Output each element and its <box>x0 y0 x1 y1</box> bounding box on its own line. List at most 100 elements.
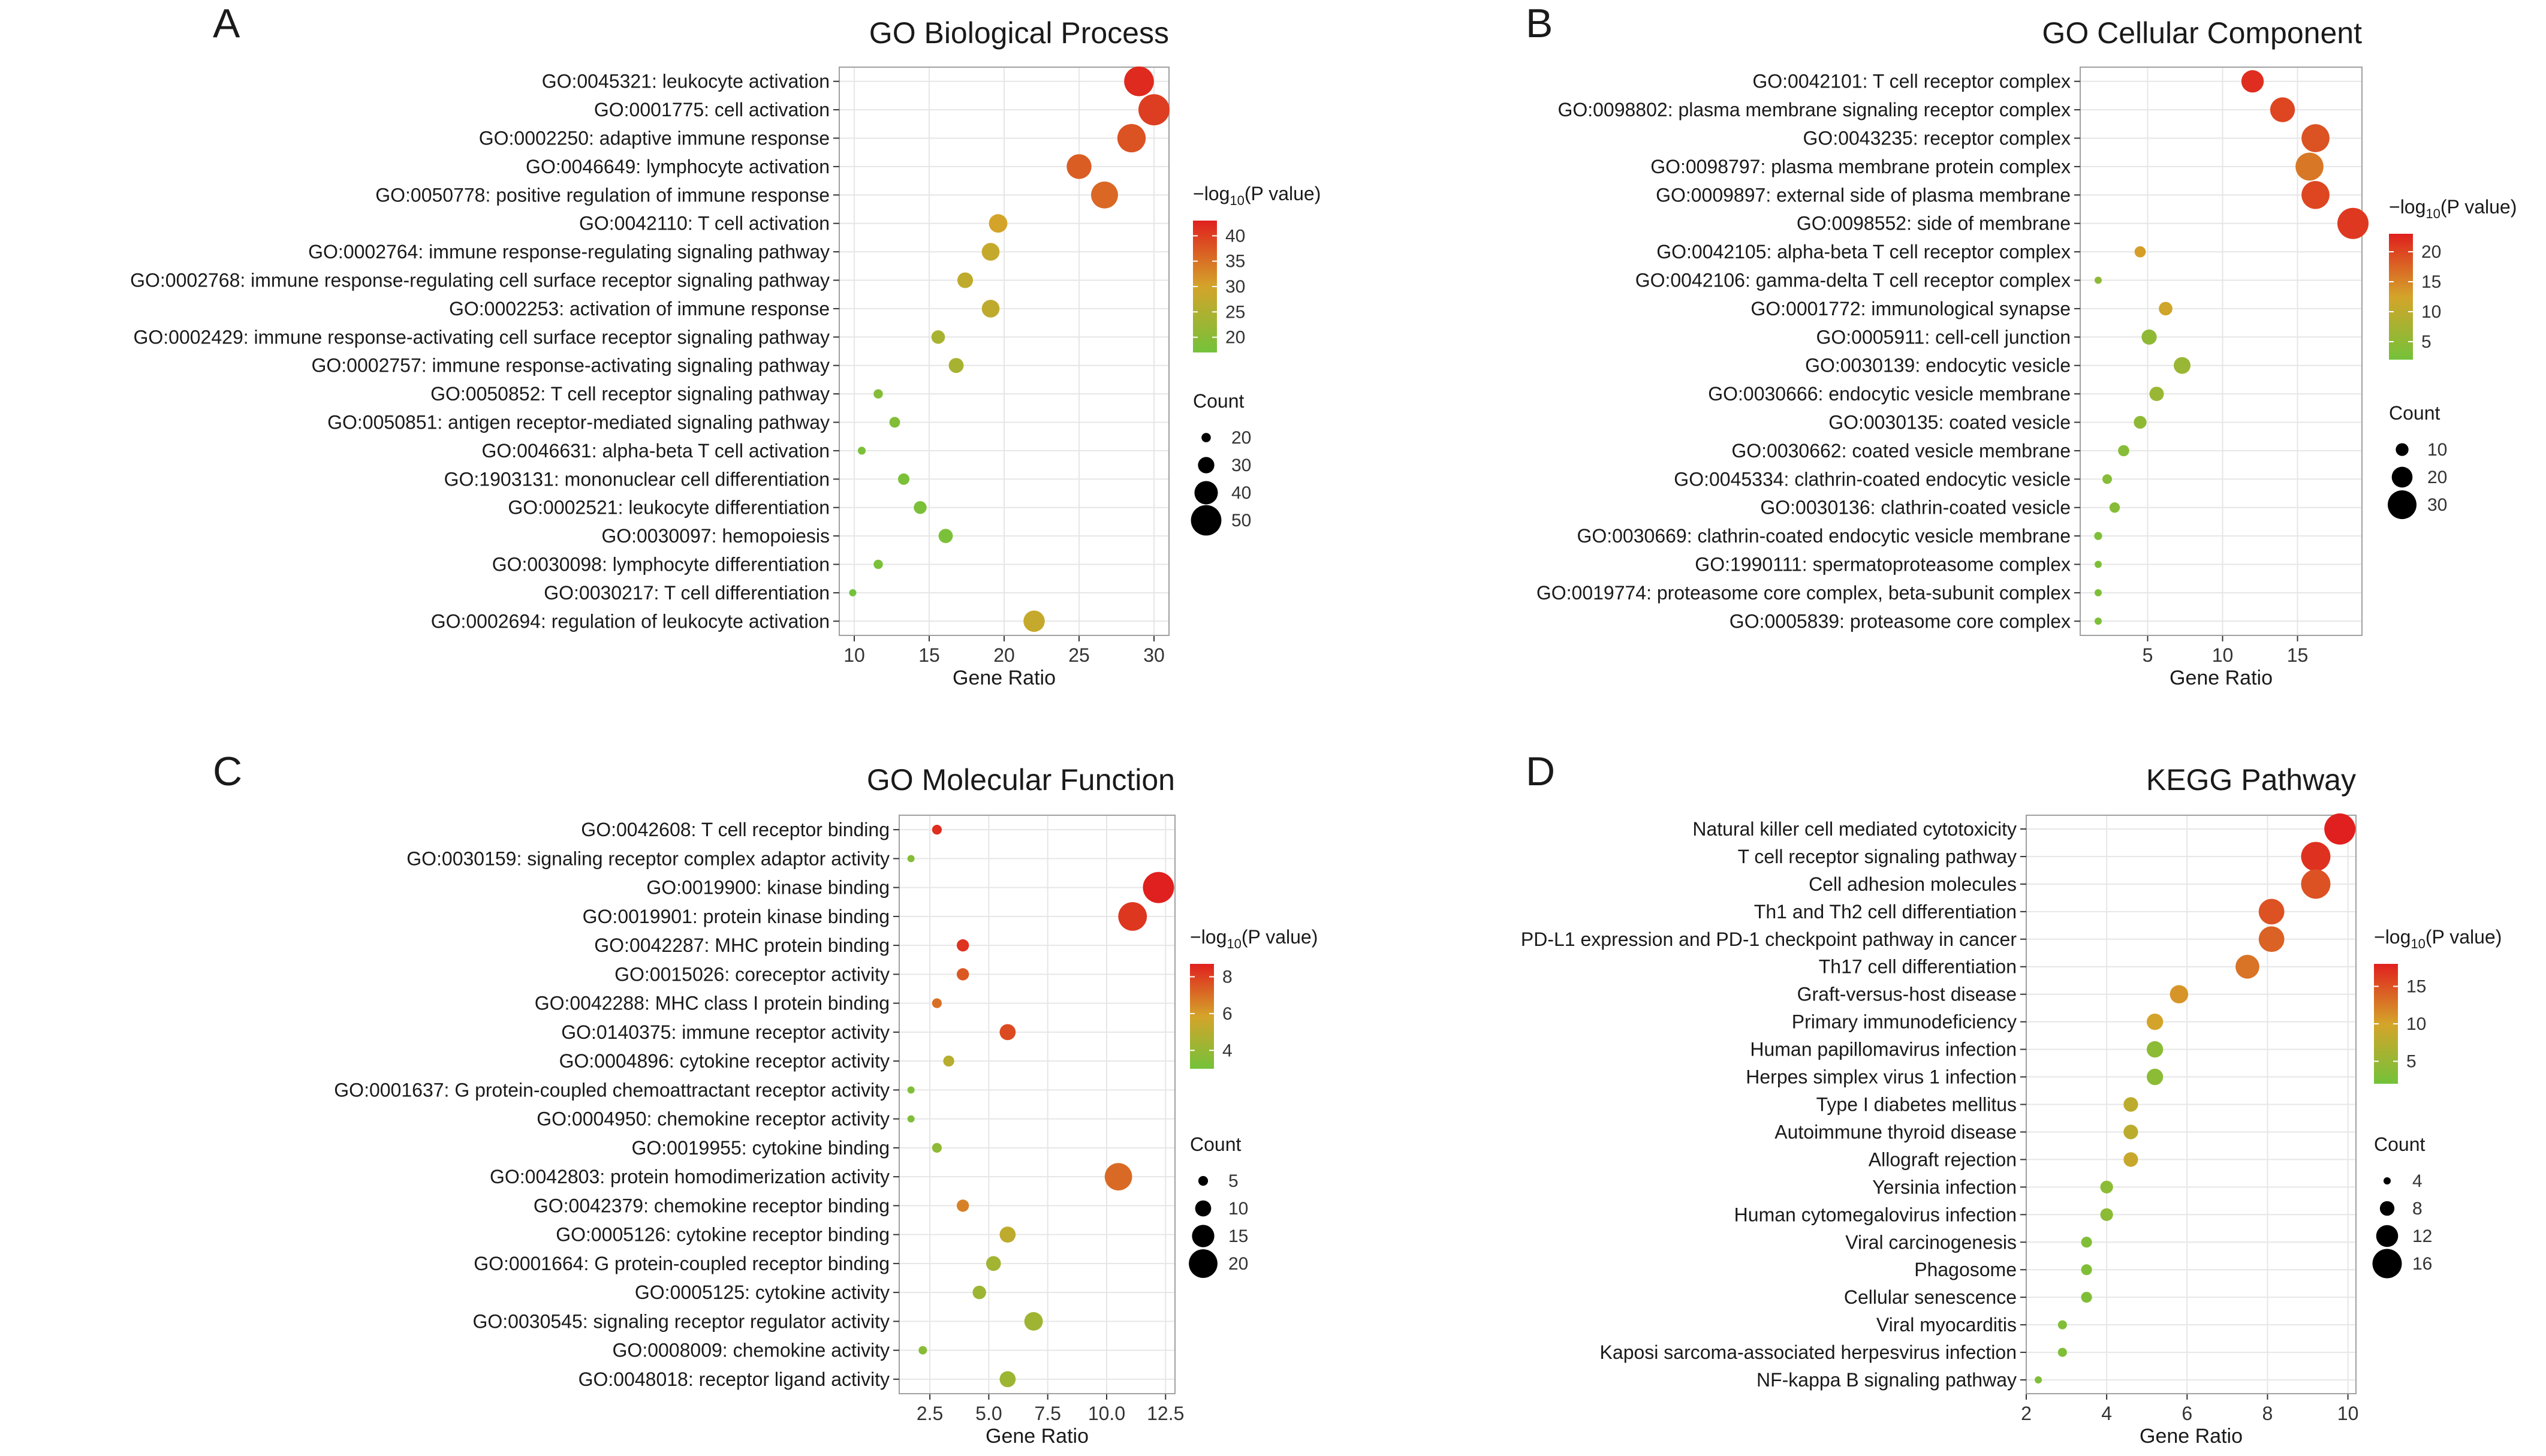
size-legend-label: 20 <box>1231 428 1251 448</box>
data-point <box>2146 1068 2164 1086</box>
data-point <box>2301 842 2331 872</box>
panel-b: B GO Cellular Component 5 10 15 GO:0042101: T… <box>1526 1 2517 689</box>
size-legend-title: Count <box>1190 1134 1242 1155</box>
data-point <box>2081 1264 2092 1276</box>
size-legend-title: Count <box>2389 402 2440 424</box>
y-tick-label: GO:0002253: activation of immune respons… <box>449 298 830 319</box>
x-tick-label: 10 <box>2212 644 2234 666</box>
size-legend-label: 12 <box>2412 1226 2432 1246</box>
x-tick-label: 7.5 <box>1034 1403 1060 1424</box>
color-legend-title: −log10(P value) <box>1193 183 1321 208</box>
data-point <box>2094 532 2102 540</box>
color-legend-title-rest: (P value) <box>1245 183 1321 204</box>
data-point <box>1024 1312 1043 1331</box>
y-tick-label: GO:0030669: clathrin-coated endocytic ve… <box>1577 525 2071 547</box>
color-bar <box>1190 964 1214 1069</box>
y-tick-label: GO:0002764: immune response-regulating s… <box>308 241 830 263</box>
color-legend-title: −log10(P value) <box>1190 926 1318 951</box>
y-tick-label: GO:1903131: mononuclear cell differentia… <box>444 468 830 490</box>
color-bar-label: 20 <box>2421 242 2441 262</box>
y-tick-label: GO:0030159: signaling receptor complex a… <box>406 848 890 869</box>
y-tick-label: GO:0042105: alpha-beta T cell receptor c… <box>1656 241 2071 263</box>
y-tick-label: GO:0015026: coreceptor activity <box>614 963 890 985</box>
data-point <box>2109 502 2120 513</box>
data-point <box>2337 207 2369 239</box>
x-axis-label: Gene Ratio <box>986 1425 1089 1448</box>
data-point <box>873 559 883 569</box>
color-bar-label: 6 <box>1222 1004 1233 1024</box>
y-tick-label: GO:0046649: lymphocyte activation <box>526 156 830 177</box>
data-point <box>2270 97 2295 122</box>
color-legend-title-rest: (P value) <box>1242 926 1318 948</box>
x-tick-label: 10 <box>843 644 865 666</box>
x-tick-label: 30 <box>1143 644 1165 666</box>
size-legend-label: 15 <box>1228 1226 1248 1246</box>
y-tick-label: GO:0009897: external side of plasma memb… <box>1656 184 2071 206</box>
color-bar-label: 40 <box>1225 226 1245 246</box>
data-point <box>986 1256 1001 1271</box>
y-tick-label: GO:0030135: coated vesicle <box>1828 412 2071 433</box>
color-legend-title-rest: (P value) <box>2440 196 2517 218</box>
y-tick-label: GO:0001664: G protein-coupled receptor b… <box>474 1253 890 1274</box>
size-legend-dot <box>1191 505 1222 536</box>
color-legend-title: −log10(P value) <box>2374 926 2502 951</box>
y-tick-label: GO:0019955: cytokine binding <box>631 1137 890 1159</box>
y-tick-label: GO:0005126: cytokine receptor binding <box>556 1224 890 1246</box>
x-axis-label: Gene Ratio <box>953 667 1056 689</box>
y-tick-label: Human papillomavirus infection <box>1750 1039 2017 1060</box>
data-point <box>931 330 945 344</box>
y-tick-label: GO:0002694: regulation of leukocyte acti… <box>431 610 830 632</box>
data-point <box>1138 94 1170 126</box>
y-tick-label: GO:0042379: chemokine receptor binding <box>534 1195 890 1216</box>
y-tick-label: GO:0042803: protein homodimerization act… <box>490 1166 890 1187</box>
y-tick-label: GO:0046631: alpha-beta T cell activation <box>481 440 830 462</box>
y-tick-label: GO:0019774: proteasome core complex, bet… <box>1536 582 2071 604</box>
color-legend-title-main: −log <box>1190 926 1227 948</box>
panel-letter: C <box>213 749 242 794</box>
y-tick-label: GO:1990111: spermatoproteasome complex <box>1695 554 2071 575</box>
data-point <box>889 417 900 428</box>
color-legend-title-sub: 10 <box>1230 193 1244 208</box>
data-point <box>1117 123 1146 153</box>
data-point <box>943 1055 954 1067</box>
data-point <box>2146 1041 2164 1058</box>
size-legend-label: 20 <box>2427 468 2447 487</box>
data-point <box>2258 926 2285 952</box>
y-tick-label: GO:0043235: receptor complex <box>1803 128 2071 149</box>
size-legend-dot <box>2391 466 2413 488</box>
panel-letter: B <box>1526 1 1553 46</box>
data-point <box>918 1346 927 1355</box>
y-tick-label: GO:0030666: endocytic vesicle membrane <box>1708 383 2071 405</box>
data-point <box>1124 66 1154 97</box>
color-legend-title-rest: (P value) <box>2426 926 2502 948</box>
data-point <box>957 272 974 288</box>
y-tick-label: GO:0042608: T cell receptor binding <box>581 819 890 840</box>
y-tick-label: Primary immunodeficiency <box>1792 1011 2017 1033</box>
data-point <box>2100 1208 2113 1221</box>
x-tick-label: 15 <box>918 644 940 666</box>
color-bar-label: 8 <box>1222 967 1233 987</box>
data-point <box>1143 872 1174 903</box>
panel-c: C GO Molecular Function 2.5 5.0 7.5 10.0 12.5 G… <box>213 749 1318 1448</box>
color-legend-title-main: −log <box>2389 196 2426 218</box>
chart-title: GO Biological Process <box>869 16 1169 50</box>
data-point <box>932 1143 942 1153</box>
y-tick-label: GO:0030662: coated vesicle membrane <box>1731 440 2071 462</box>
data-point <box>907 855 915 863</box>
data-point <box>948 358 964 373</box>
data-point <box>1066 154 1092 179</box>
y-tick-label: GO:0050852: T cell receptor signaling pa… <box>430 383 830 405</box>
x-axis-label: Gene Ratio <box>2140 1425 2243 1448</box>
plot-border <box>839 67 1170 636</box>
data-point <box>2057 1320 2067 1330</box>
size-legend-dot <box>2396 443 2409 456</box>
color-bar-label: 5 <box>2421 332 2431 352</box>
y-tick-label: GO:0098802: plasma membrane signaling re… <box>1557 99 2071 120</box>
panel-letter: A <box>213 1 240 46</box>
x-tick-label: 25 <box>1068 644 1090 666</box>
x-tick-label: 4 <box>2101 1403 2112 1424</box>
x-tick-label: 10 <box>2337 1403 2359 1424</box>
y-tick-label: Autoimmune thyroid disease <box>1774 1121 2017 1143</box>
size-legend-dot <box>2372 1249 2402 1279</box>
data-point <box>2134 246 2146 258</box>
